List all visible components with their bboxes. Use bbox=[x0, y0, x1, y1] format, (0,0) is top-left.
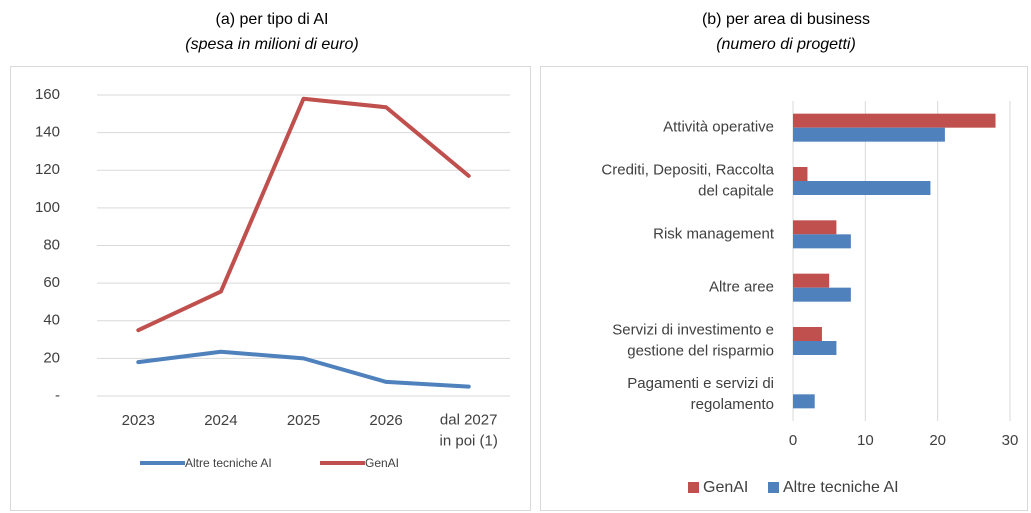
y-tick-label: 40 bbox=[43, 312, 60, 329]
x-tick-label: 0 bbox=[789, 432, 797, 449]
x-tick-label: 2023 bbox=[122, 412, 155, 429]
bar bbox=[793, 167, 808, 181]
x-tick-label: dal 2027 in poi (1) bbox=[440, 411, 498, 449]
y-tick-label: Altre aree bbox=[709, 279, 774, 296]
y-tick-label: 160 bbox=[35, 86, 60, 103]
x-tick-label: 2025 bbox=[287, 412, 320, 429]
bar bbox=[793, 181, 931, 195]
y-tick-label: - bbox=[55, 387, 60, 404]
x-tick-label: 30 bbox=[1002, 432, 1019, 449]
legend-label: Altre tecniche AI bbox=[783, 479, 899, 496]
bar bbox=[793, 327, 822, 341]
legend-swatch bbox=[768, 482, 779, 493]
bar bbox=[793, 394, 815, 409]
y-tick-label: 100 bbox=[35, 199, 60, 216]
bar bbox=[793, 113, 996, 128]
y-tick-label: Pagamenti e servizi di regolamento bbox=[627, 375, 774, 413]
legend-label: GenAI bbox=[703, 479, 748, 496]
chart-title: (b) per area di business bbox=[702, 11, 870, 28]
x-tick-label: 2024 bbox=[204, 412, 237, 429]
y-tick-label: Crediti, Depositi, Raccolta del capitale bbox=[601, 161, 774, 199]
bar bbox=[793, 287, 851, 302]
legend-swatch bbox=[688, 482, 699, 493]
y-tick-label: Servizi di investimento e gestione del ri… bbox=[612, 321, 774, 359]
panel-b bbox=[540, 66, 1028, 511]
panel-a bbox=[10, 66, 531, 511]
bar bbox=[793, 273, 830, 288]
bar bbox=[793, 234, 851, 249]
bar bbox=[793, 220, 837, 235]
bar bbox=[793, 127, 945, 142]
y-tick-label: 120 bbox=[35, 161, 60, 178]
x-tick-label: 20 bbox=[929, 432, 946, 449]
chart-subtitle: (numero di progetti) bbox=[716, 36, 856, 53]
y-tick-label: 60 bbox=[43, 274, 60, 291]
x-tick-label: 10 bbox=[857, 432, 874, 449]
data-line bbox=[136, 96, 471, 333]
y-tick-label: 80 bbox=[43, 236, 60, 253]
y-tick-label: 20 bbox=[43, 349, 60, 366]
legend-label: Altre tecniche AI bbox=[185, 456, 272, 470]
y-tick-label: 140 bbox=[35, 124, 60, 141]
chart-subtitle: (spesa in milioni di euro) bbox=[185, 36, 358, 53]
y-tick-label: Risk management bbox=[653, 225, 775, 242]
data-line bbox=[136, 349, 471, 389]
y-tick-label: Attività operative bbox=[663, 119, 774, 136]
x-tick-label: 2026 bbox=[369, 412, 402, 429]
bar bbox=[793, 341, 837, 355]
legend-label: GenAI bbox=[365, 456, 399, 470]
chart-title: (a) per tipo di AI bbox=[216, 11, 329, 28]
